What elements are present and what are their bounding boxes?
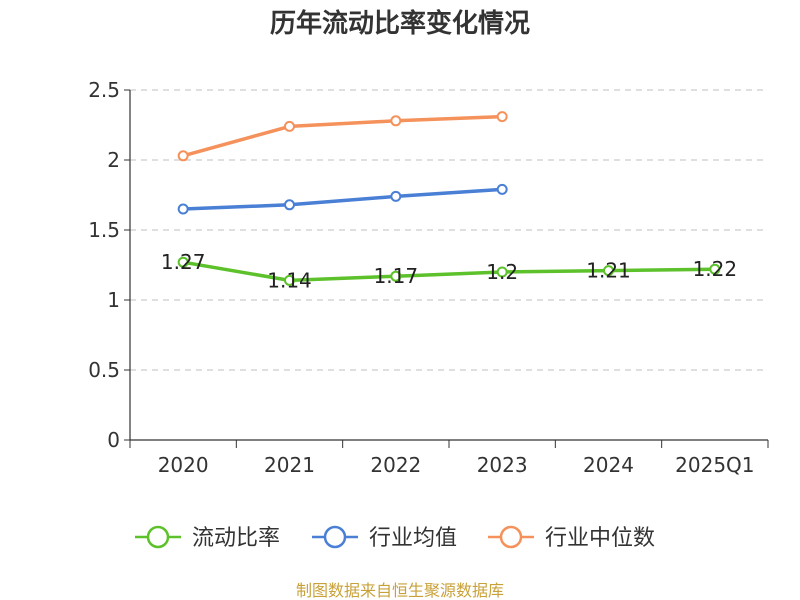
data-point[interactable]	[177, 203, 189, 215]
series-line-2	[181, 114, 504, 158]
source-note: 制图数据来自恒生聚源数据库	[296, 581, 504, 600]
chart-title: 历年流动比率变化情况	[270, 8, 530, 39]
series-lines	[177, 111, 721, 286]
legend-marker	[499, 525, 523, 549]
legend-item-2[interactable]: 行业中位数	[488, 525, 655, 551]
x-tick-label: 2024	[583, 453, 634, 477]
data-labels: 1.27 1.14 1.17 1.2 1.21 1.22	[161, 250, 737, 292]
data-point[interactable]	[496, 266, 508, 278]
x-tick-label: 2025Q1	[675, 453, 754, 477]
data-point[interactable]	[496, 111, 508, 123]
legend-item-1[interactable]: 行业均值	[312, 525, 457, 551]
data-point[interactable]	[390, 270, 402, 282]
legend-label: 流动比率	[192, 526, 280, 551]
y-tick-label: 0.5	[88, 358, 120, 382]
legend-label: 行业中位数	[545, 526, 655, 551]
data-point[interactable]	[284, 274, 295, 286]
x-tick-label: 2023	[477, 453, 528, 477]
data-point[interactable]	[709, 263, 721, 275]
data-label: 1.2	[486, 260, 518, 284]
grid-lines	[130, 89, 768, 371]
data-point[interactable]	[284, 199, 295, 211]
data-point[interactable]	[496, 183, 508, 195]
y-tick-label: 2	[107, 148, 120, 172]
legend-item-0[interactable]: 流动比率	[135, 525, 280, 551]
x-tick-label: 2022	[370, 453, 421, 477]
y-tick-label: 1	[107, 288, 120, 312]
data-point[interactable]	[177, 256, 189, 268]
series-line-0	[181, 260, 717, 283]
data-label: 1.17	[374, 264, 419, 288]
x-tick-label: 2021	[264, 453, 315, 477]
data-point[interactable]	[177, 150, 189, 162]
data-point[interactable]	[284, 120, 295, 132]
data-label: 1.27	[161, 250, 206, 274]
y-tick-label: 1.5	[88, 218, 120, 242]
y-tick-label: 0	[107, 428, 120, 452]
data-point[interactable]	[390, 190, 402, 202]
legend-marker	[146, 525, 170, 549]
legend-label: 行业均值	[369, 526, 457, 551]
series-line-1	[181, 187, 504, 211]
axes: 0 0.5 1 1.5 2 2.5 2020 2021 2022 2023 2024 2025Q1	[88, 78, 769, 477]
data-point[interactable]	[603, 265, 614, 277]
data-label: 1.21	[586, 259, 631, 283]
data-label: 1.22	[693, 257, 738, 281]
data-label: 1.14	[267, 268, 312, 292]
y-tick-label: 2.5	[88, 78, 120, 102]
x-tick-label: 2020	[158, 453, 209, 477]
data-point[interactable]	[390, 115, 402, 127]
legend[interactable]: 流动比率 行业均值 行业中位数	[135, 525, 655, 551]
legend-marker	[323, 525, 347, 549]
